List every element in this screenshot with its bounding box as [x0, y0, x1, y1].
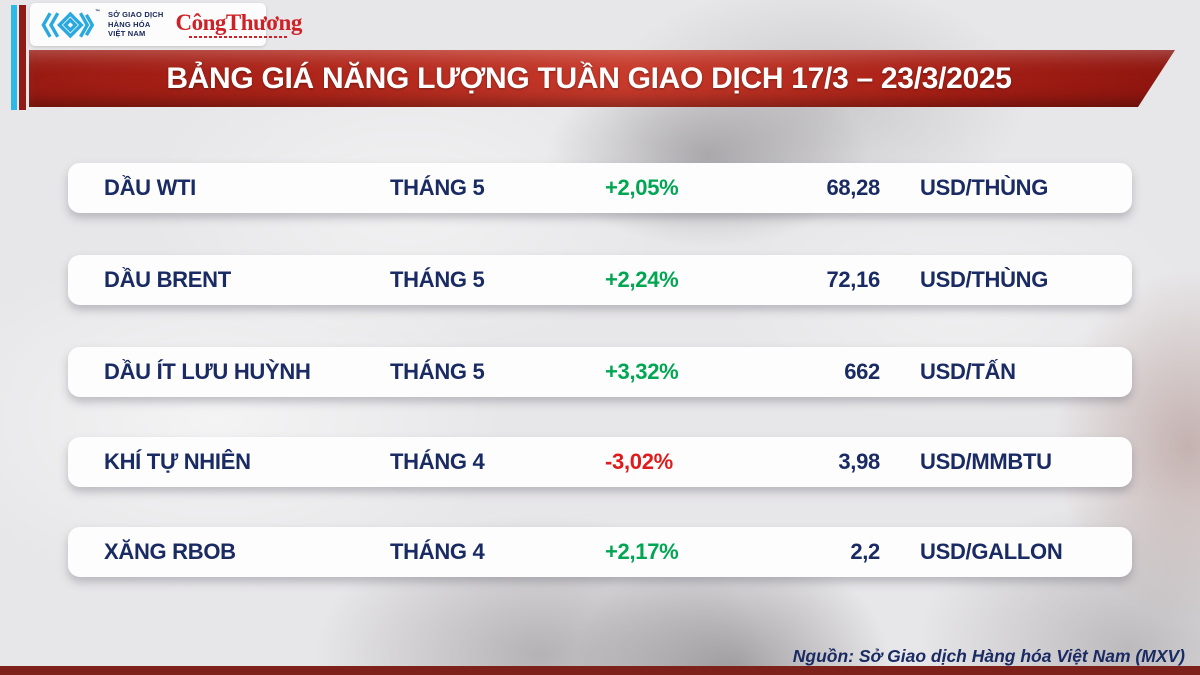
congthuong-tagline-bar [189, 36, 288, 38]
price-value: 68,28 [826, 175, 880, 200]
price-value: 662 [844, 359, 880, 384]
change-percent: -3,02% [605, 449, 673, 474]
contract-month: THÁNG 4 [390, 539, 485, 564]
page-title: BẢNG GIÁ NĂNG LƯỢNG TUẦN GIAO DỊCH 17/3 … [166, 61, 1012, 95]
logo-bar: ™ SỞ GIAO DỊCH HÀNG HÓA VIỆT NAM CôngThư… [30, 3, 302, 46]
title-banner: BẢNG GIÁ NĂNG LƯỢNG TUẦN GIAO DỊCH 17/3 … [29, 50, 1175, 107]
price-value: 2,2 [850, 539, 880, 564]
table-row: DẦU WTI THÁNG 5 +2,05% 68,28 USD/THÙNG [68, 163, 1132, 213]
bottom-accent-bar [0, 666, 1200, 675]
contract-month: THÁNG 5 [390, 359, 485, 384]
mxv-line-1: SỞ GIAO DỊCH [108, 10, 164, 20]
left-accent-stripe-maroon [19, 5, 26, 110]
change-percent: +3,32% [605, 359, 679, 384]
change-percent: +2,17% [605, 539, 679, 564]
congthuong-logo: CôngThương [175, 10, 302, 38]
mxv-logo-text: SỞ GIAO DỊCH HÀNG HÓA VIỆT NAM [108, 10, 163, 38]
contract-month: THÁNG 5 [390, 175, 485, 200]
price-value: 3,98 [838, 449, 880, 474]
mxv-line-2: HÀNG HÓA [108, 19, 151, 29]
price-unit: USD/THÙNG [920, 267, 1049, 292]
commodity-name: DẦU BRENT [104, 267, 231, 292]
price-unit: USD/TẤN [920, 359, 1016, 384]
commodity-name: XĂNG RBOB [104, 539, 236, 564]
table-row: DẦU ÍT LƯU HUỲNH THÁNG 5 +3,32% 662 USD/… [68, 347, 1132, 397]
table-row: XĂNG RBOB THÁNG 4 +2,17% 2,2 USD/GALLON [68, 527, 1132, 577]
commodity-name: KHÍ TỰ NHIÊN [104, 449, 251, 474]
contract-month: THÁNG 4 [390, 449, 485, 474]
price-unit: USD/MMBTU [920, 449, 1052, 474]
table-row: KHÍ TỰ NHIÊN THÁNG 4 -3,02% 3,98 USD/MMB… [68, 437, 1132, 487]
commodity-name: DẦU ÍT LƯU HUỲNH [104, 359, 311, 384]
change-percent: +2,05% [605, 175, 679, 200]
commodity-name: DẦU WTI [104, 175, 196, 200]
mxv-line-3: VIỆT NAM [108, 29, 146, 39]
change-percent: +2,24% [605, 267, 679, 292]
mxv-logo-icon: ™ [40, 9, 100, 41]
left-accent-stripe-cyan [11, 5, 17, 110]
price-value: 72,16 [826, 267, 880, 292]
contract-month: THÁNG 5 [390, 267, 485, 292]
source-credit: Nguồn: Sở Giao dịch Hàng hóa Việt Nam (M… [792, 646, 1185, 666]
price-unit: USD/THÙNG [920, 175, 1049, 200]
trademark-mark: ™ [95, 8, 100, 15]
price-unit: USD/GALLON [920, 539, 1063, 564]
table-row: DẦU BRENT THÁNG 5 +2,24% 72,16 USD/THÙNG [68, 255, 1132, 305]
congthuong-wordmark: CôngThương [175, 10, 302, 35]
